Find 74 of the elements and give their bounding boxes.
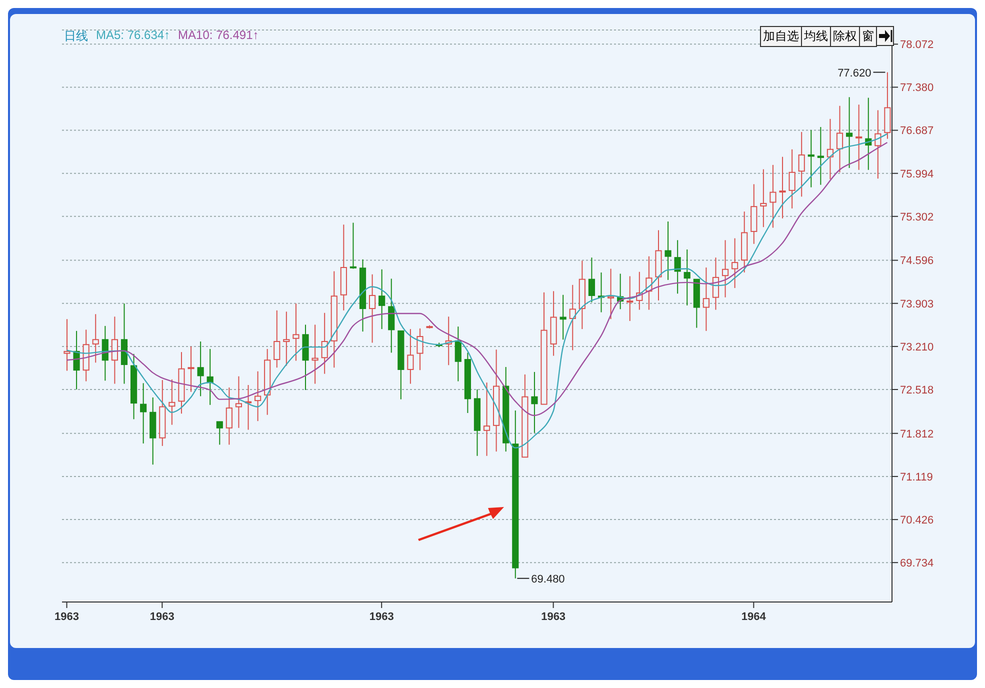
candlestick <box>92 314 99 364</box>
candlestick <box>188 346 194 392</box>
candlestick <box>808 130 814 188</box>
candlestick <box>226 387 232 446</box>
candlestick <box>779 156 786 219</box>
annotation: 均线 <box>801 26 831 47</box>
candlestick <box>626 276 634 322</box>
annotation: 除权 <box>830 26 860 47</box>
y-tick-label: 73.210 <box>900 341 934 354</box>
candlestick <box>64 318 70 372</box>
y-tick-label: 76.687 <box>900 125 934 138</box>
candlestick <box>607 268 614 320</box>
candlestick <box>274 310 280 368</box>
candlestick <box>588 257 596 303</box>
candlestick <box>760 168 767 228</box>
candlestick <box>368 274 376 344</box>
candlestick <box>483 382 490 456</box>
text: MA10: 76.491↑ <box>178 28 259 44</box>
candlestick <box>350 222 357 270</box>
y-tick-label: 71.119 <box>900 471 933 484</box>
x-tick-label: 1963 <box>54 611 80 623</box>
candlestick <box>283 311 290 366</box>
text: MA5: 76.634↑ <box>96 28 170 44</box>
candlestick <box>674 240 681 294</box>
annotation: 窗 <box>859 26 877 47</box>
candlestick <box>292 303 300 362</box>
y-tick-label: 73.903 <box>900 298 934 310</box>
candlestick <box>732 238 738 289</box>
y-tick-label: 77.380 <box>900 82 934 94</box>
y-tick-label: 78.072 <box>900 39 934 52</box>
candlestick <box>216 421 223 446</box>
candlestick <box>140 382 147 444</box>
candlestick <box>856 104 862 170</box>
candlestick <box>168 378 176 426</box>
candlestick <box>684 248 690 306</box>
candlestick <box>312 324 318 384</box>
candlestick <box>254 370 262 422</box>
y-tick-label: 71.812 <box>900 428 934 440</box>
y-tick-label: 75.302 <box>900 211 934 224</box>
candlestick <box>197 340 204 397</box>
y-tick-label: 72.518 <box>900 384 934 396</box>
annotation: 加自选 <box>760 26 802 47</box>
y-tick-label: 74.596 <box>900 255 934 268</box>
y-tick-label: 70.426 <box>900 514 934 526</box>
candlestick <box>531 371 538 434</box>
candlestick <box>416 328 424 371</box>
y-tick-label: 69.734 <box>900 557 934 570</box>
candlestick <box>321 312 328 374</box>
candlestick <box>378 268 386 330</box>
candlestick <box>454 326 462 382</box>
x-tick-label: 1963 <box>150 611 174 623</box>
annotation: 77.620 <box>838 67 872 80</box>
annotation: 69.480 <box>531 573 565 586</box>
candlestick <box>770 164 776 228</box>
x-tick-label: 1963 <box>369 611 394 623</box>
candlestick <box>388 278 395 354</box>
x-tick-label: 1964 <box>741 611 767 623</box>
candlestick <box>798 131 805 198</box>
candlestick <box>817 126 824 186</box>
x-tick-label: 1963 <box>541 611 566 623</box>
candlestick <box>702 267 710 332</box>
candlestick <box>235 376 242 428</box>
candlestick <box>569 284 576 351</box>
candlestick <box>560 294 566 340</box>
candlestick <box>664 220 672 280</box>
candlestick <box>722 240 729 298</box>
candlestick <box>407 328 414 384</box>
y-tick-label: 75.994 <box>900 168 934 180</box>
candlestick <box>846 96 853 169</box>
candlestick <box>73 330 80 390</box>
candlestick <box>836 105 844 173</box>
candlestick <box>788 148 796 209</box>
chart-title: 日线 <box>64 28 88 45</box>
candlestick <box>111 316 118 384</box>
